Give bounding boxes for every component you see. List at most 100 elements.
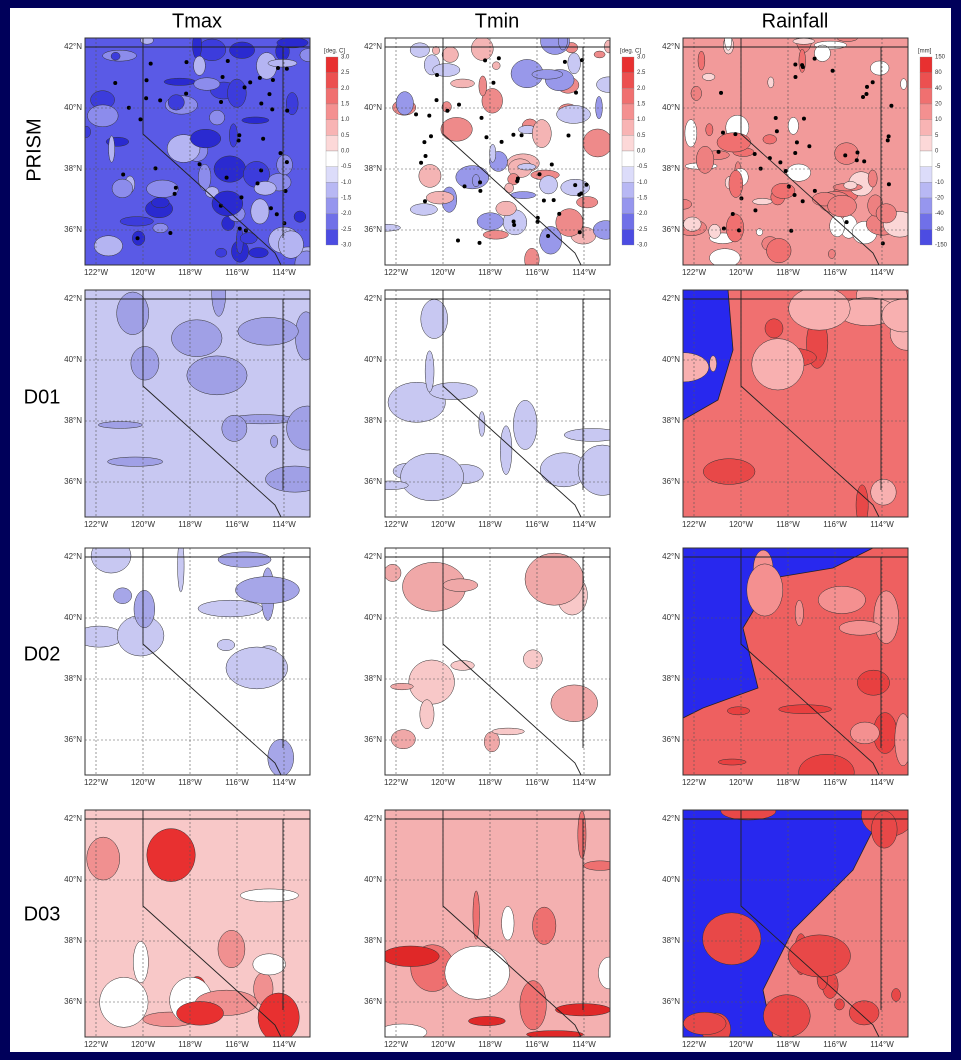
state-border [442,38,582,265]
station-dot [153,166,158,171]
station-dot [773,116,778,121]
map-contour [483,731,500,753]
map-contour [517,163,537,171]
station-dot [807,144,812,149]
lon-label: 120°W [729,268,754,277]
lat-label: 36°N [64,477,82,486]
row-label: D03 [24,903,61,925]
map-contour [794,600,804,626]
map-contour [93,235,123,257]
lat-label: 36°N [364,477,382,486]
colorbar-swatch [621,197,635,214]
lat-label: 38°N [64,674,82,683]
map-panel [385,810,610,1037]
lon-label: 120°W [729,778,754,787]
lat-label: 40°N [662,875,680,884]
colorbar-label: 10 [935,117,942,123]
station-dot [427,113,432,118]
map-contour [215,247,228,258]
map-contour [151,197,170,209]
station-dot [800,65,805,70]
station-dot [285,108,290,113]
map-contour [489,143,497,163]
station-dot [864,84,869,89]
map-contour [108,135,115,163]
map-contour [843,181,858,190]
map-contour [767,76,775,89]
lon-label: 118°W [478,1040,502,1049]
colorbar-swatch [325,166,339,183]
map-contour [432,63,461,77]
station-dot [477,240,482,245]
station-dot [419,160,424,165]
map-contour [499,425,513,475]
map-frame [384,37,611,266]
map-contour [523,649,543,669]
station-dot [237,133,242,138]
lon-label: 114°W [272,520,296,529]
map-contour [703,458,756,485]
station-dot [720,130,725,135]
colorbar-swatch [919,229,933,246]
lat-label: 38°N [662,674,680,683]
lon-label: 120°W [131,520,156,529]
lon-label: 122°W [384,268,409,277]
colorbar-label: -5 [935,164,941,170]
station-dot [551,198,556,203]
station-dot [126,105,131,110]
lat-label: 42°N [662,814,680,823]
lat-label: 42°N [64,42,82,51]
station-dot [135,236,140,241]
station-dot [455,238,460,243]
colorbar-label: -1.0 [341,180,352,186]
map-contour [702,73,716,81]
map-contour [239,232,258,245]
map-contour [395,91,414,116]
map-contour [107,456,164,467]
map-contour [90,548,132,574]
map-contour [720,810,777,821]
station-dot [519,133,524,138]
map-contour [133,590,155,628]
station-dot [428,134,433,139]
station-dot [423,154,428,159]
map-contour [482,230,509,240]
map-panel [85,548,310,775]
map-panel [683,810,908,1037]
map-contour [792,38,815,45]
colorbar-label: 2.5 [637,70,646,76]
map-contour [85,125,91,138]
station-dot [801,116,806,121]
lon-label: 118°W [178,778,202,787]
colorbar-label: 0.5 [637,133,646,139]
lat-label: 42°N [64,814,82,823]
map-frame [84,809,311,1038]
map-contour [286,405,310,451]
map-contour [424,350,435,393]
station-dot [789,228,794,233]
map-contour [211,290,227,317]
map-region [683,548,874,719]
lat-label: 40°N [64,355,82,364]
map-contour [850,721,880,745]
station-dot [573,183,578,188]
station-dot [855,150,860,155]
colorbar-swatch [621,88,635,105]
colorbar-swatch [621,72,635,89]
map-panel [683,38,908,265]
state-border [740,38,880,265]
map-contour [598,956,610,990]
map-contour [716,132,751,153]
state-border [442,548,582,775]
lon-label: 120°W [729,520,754,529]
station-dot [138,117,143,122]
map-contour [209,109,225,126]
station-dot [737,228,742,233]
station-dot [261,136,266,141]
map-contour [119,216,154,227]
lon-label: 118°W [478,778,502,787]
station-dot [812,188,817,193]
map-contour [478,75,487,97]
lat-label: 38°N [64,936,82,945]
map-contour [838,620,882,636]
